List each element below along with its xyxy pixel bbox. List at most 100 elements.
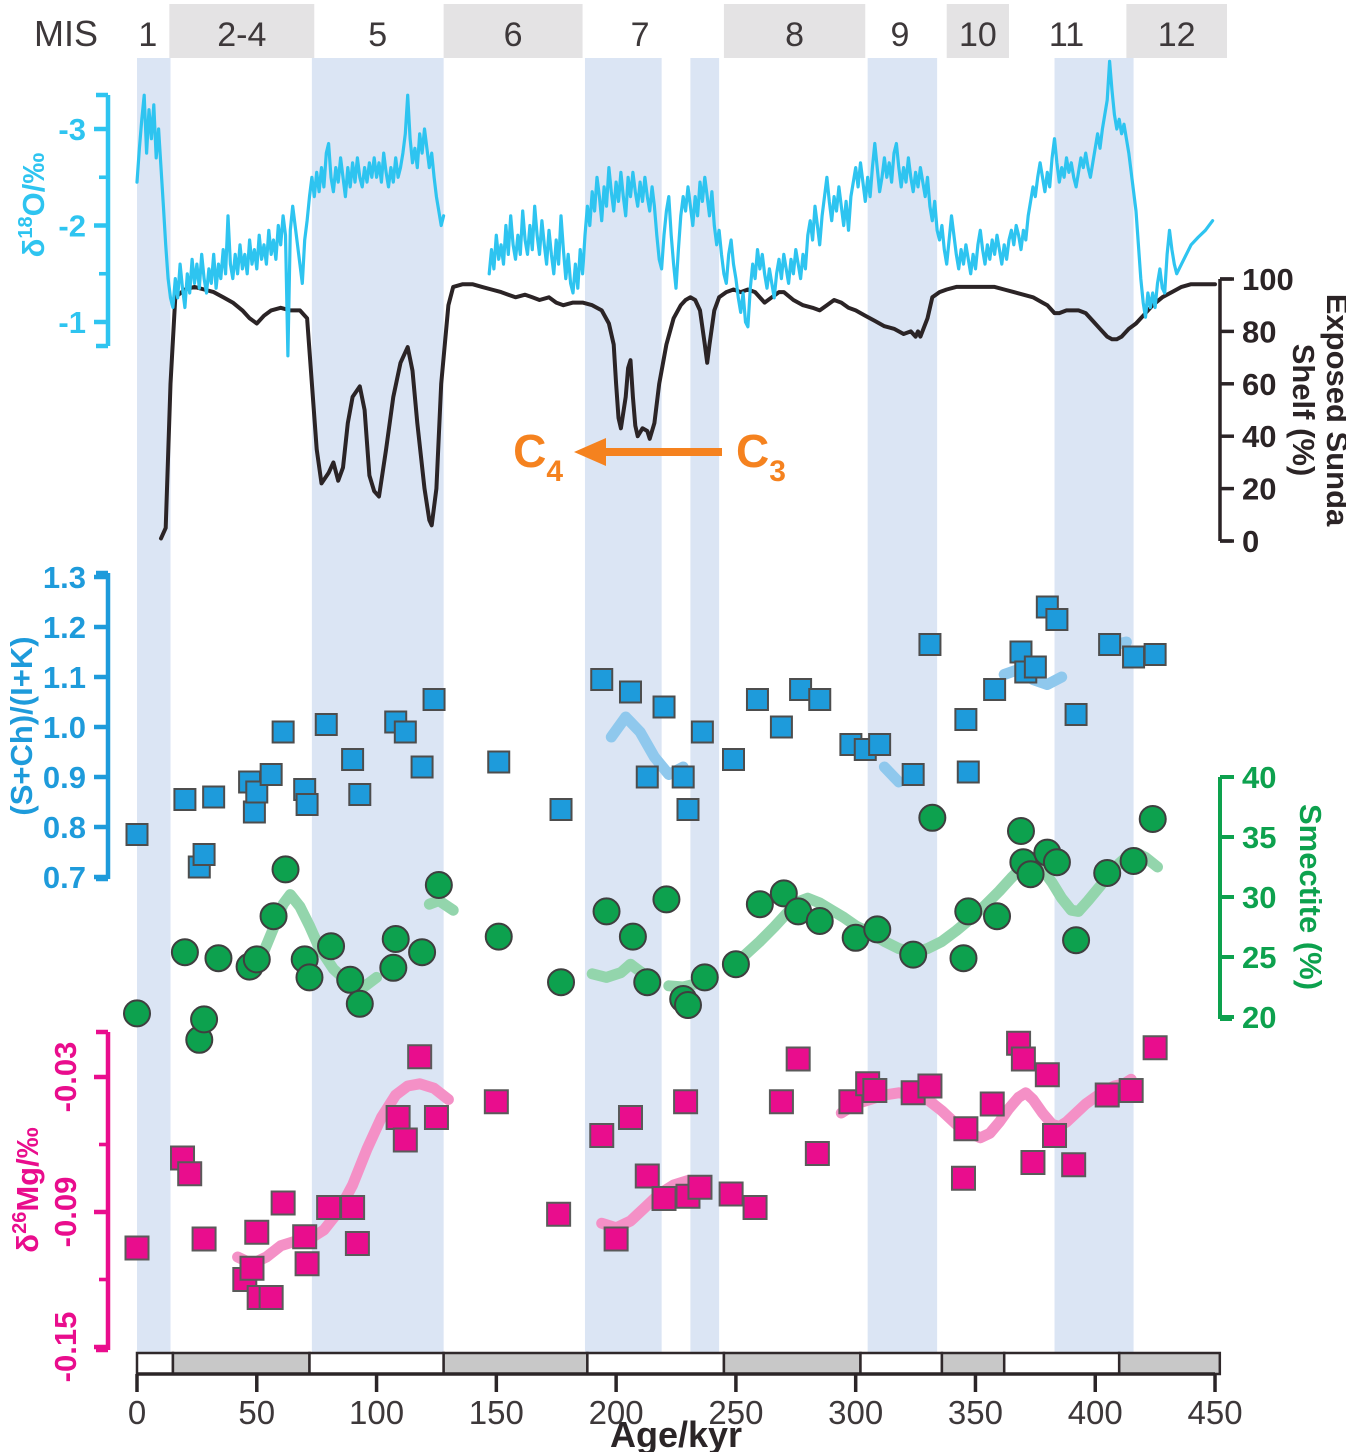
clay-ratio-point	[549, 798, 573, 821]
y-axes: δ18O/‰ Exposed Sunda Shelf (%) (S+Ch)/(I…	[4, 92, 1346, 1382]
shelf-tick-label: 80	[1242, 314, 1276, 349]
smec-tick-label: 35	[1242, 820, 1276, 855]
d18o-curve	[135, 59, 1215, 358]
clay-tick-label: 1.1	[43, 660, 86, 695]
smectite-point	[242, 945, 271, 974]
mg-isotope-point	[423, 1105, 449, 1130]
clay-ratio-point	[245, 780, 269, 804]
smectite-point	[899, 940, 928, 969]
mg-isotope-point	[589, 1123, 615, 1148]
glacial-interglacial-bar	[135, 1351, 1222, 1376]
exposed-shelf-curve	[159, 282, 1217, 541]
mg-isotope-point	[673, 1089, 699, 1115]
smectite-point	[381, 925, 410, 953]
d18o-line	[487, 59, 1215, 329]
mis-stage-box	[443, 4, 583, 58]
clay-ratio-point	[1143, 643, 1167, 666]
clay-ratio-point	[1064, 703, 1088, 726]
clay-ratio-point	[314, 713, 338, 736]
mg-isotope-point	[340, 1195, 366, 1220]
x-tick-label: 450	[1187, 1394, 1242, 1431]
mg-isotope-point	[258, 1285, 284, 1310]
mg-isotope-point	[785, 1046, 811, 1072]
mg-isotope-point	[979, 1091, 1005, 1117]
mg-isotope-point	[1010, 1046, 1036, 1072]
clay-ratio-point	[410, 755, 434, 779]
clay-ratio-point	[125, 823, 149, 846]
smectite-point	[204, 944, 233, 973]
c3-c4-annotation: C4 C3	[513, 425, 786, 488]
smectite-point	[949, 944, 978, 973]
mg-isotope-point	[634, 1163, 660, 1189]
epoch-bar-segment	[171, 1351, 311, 1376]
shelf-axis-title-line1: Exposed Sunda	[1320, 294, 1346, 527]
mg-isotope-point	[687, 1174, 713, 1200]
smectite-point	[690, 963, 719, 992]
x-tick-label: 300	[828, 1394, 883, 1431]
mg-isotope-point	[294, 1251, 320, 1277]
arrow-head-icon	[574, 438, 606, 466]
x-tick-label: 0	[128, 1394, 146, 1431]
smectite-axis-title: Smectite (%)	[1293, 804, 1328, 990]
mg-isotope-point	[768, 1089, 794, 1115]
mg-isotope-point	[407, 1044, 433, 1070]
smectite-point	[259, 902, 288, 931]
clay-ratio-point	[590, 668, 614, 691]
epoch-bar-segment	[722, 1351, 862, 1376]
smectite-point	[123, 999, 151, 1028]
mg-isotope-point	[483, 1089, 509, 1115]
clay-ratio-point	[690, 720, 714, 744]
smectite-point	[954, 897, 983, 926]
mg-isotope-point	[546, 1201, 572, 1227]
smec-tick-label: 20	[1242, 1000, 1276, 1035]
mg-isotope-point	[917, 1073, 943, 1099]
x-tick-label: 350	[948, 1394, 1003, 1431]
clay-ratio-point	[1098, 633, 1122, 656]
x-tick-label: 250	[708, 1394, 763, 1431]
epoch-bar-segment	[586, 1351, 726, 1376]
c3-label: C3	[736, 425, 786, 488]
x-axis-title: Age/kyr	[610, 1414, 742, 1452]
smectite-point	[484, 922, 513, 951]
clay-ratio-point	[722, 748, 746, 771]
smectite-point	[918, 803, 947, 832]
smectite-point	[379, 953, 408, 982]
smectite-point	[633, 968, 662, 997]
clay-ratio-point	[918, 633, 942, 656]
mis-stage-label: 11	[1049, 16, 1084, 54]
epoch-bar-segment	[940, 1351, 1006, 1376]
shelf-tick-label: 60	[1242, 367, 1276, 402]
clay-tick-label: 0.8	[43, 810, 86, 845]
exposed-shelf-line	[159, 282, 1217, 541]
clay-ratio-point	[348, 783, 372, 806]
interglacial-bands	[137, 58, 1134, 1352]
mg-isotope-point	[191, 1226, 217, 1252]
clay-tick-label: 1.0	[43, 710, 86, 745]
mg-isotope-point	[292, 1224, 318, 1250]
clay-trend-line	[878, 761, 905, 788]
smectite-point	[1062, 926, 1091, 955]
shelf-tick-label: 40	[1242, 419, 1276, 454]
clay-ratio-point	[487, 750, 511, 774]
mg-isotope-point	[1118, 1078, 1144, 1103]
x-tick-label: 400	[1068, 1394, 1123, 1431]
smectite-point	[1093, 859, 1122, 887]
clay-ratio-point	[769, 715, 793, 739]
d18o-tick-label: -3	[58, 112, 86, 147]
mg-isotope-point	[953, 1116, 979, 1142]
clay-ratio-point	[676, 798, 700, 821]
scatter-points	[123, 595, 1168, 1310]
smectite-point	[1016, 860, 1045, 889]
mg-isotope-point	[718, 1181, 744, 1207]
clay-ratio-point	[652, 695, 676, 719]
mis-stage-label: 8	[785, 16, 804, 54]
smectite-point	[295, 963, 324, 992]
mg-isotope-point	[316, 1195, 342, 1220]
clay-tick-label: 0.7	[43, 860, 86, 895]
mis-stage-label: 7	[631, 16, 650, 54]
smectite-trend-line	[423, 895, 459, 916]
clay-ratio-axis-title: (S+Ch)/(I+K)	[4, 636, 39, 815]
clay-ratio-point	[671, 765, 695, 789]
clay-ratio-point	[635, 765, 659, 789]
smectite-point	[424, 871, 453, 899]
